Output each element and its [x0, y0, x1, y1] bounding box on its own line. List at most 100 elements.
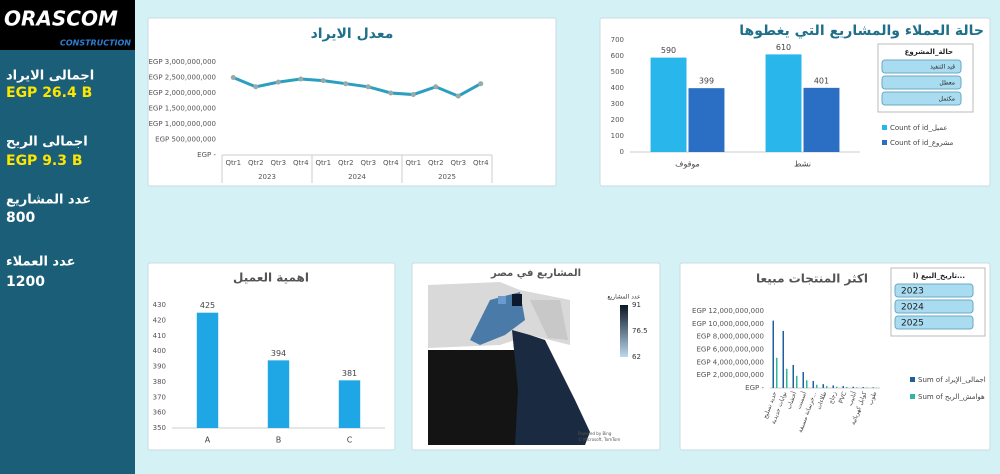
bar — [816, 384, 818, 388]
x-tick-label: Qtr1 — [315, 159, 331, 167]
bar — [822, 384, 824, 388]
slicer-item-label[interactable]: 2024 — [901, 303, 924, 313]
y-tick-label: 430 — [153, 301, 166, 309]
y-tick-label: EGP - — [745, 384, 764, 392]
bar — [856, 387, 858, 388]
bar — [776, 357, 778, 388]
x-tick-label: Qtr4 — [383, 159, 399, 167]
bar — [862, 387, 864, 388]
slicer-item-label[interactable]: 2023 — [901, 287, 924, 297]
legend-swatch — [910, 377, 915, 382]
slicer-item-label[interactable]: مكتمل — [939, 96, 955, 103]
data-label: 394 — [271, 349, 286, 358]
x-tick-label: A — [205, 436, 211, 445]
kpi-label: عدد المشاريع — [6, 193, 91, 208]
sidebar — [0, 0, 135, 474]
x-tick-label: Qtr3 — [270, 159, 286, 167]
kpi-value: 1200 — [6, 274, 45, 290]
y-tick-label: 0 — [620, 148, 624, 156]
chart-title: اكثر المنتجات مبيعا — [756, 272, 868, 286]
slicer-item[interactable] — [881, 75, 962, 90]
line-point — [410, 92, 416, 98]
y-tick-label: EGP 10,000,000,000 — [692, 320, 764, 328]
kpi-label: اجمالى الايراد — [6, 69, 94, 84]
chart-title: معدل الايراد — [311, 26, 394, 42]
y-tick-label: 600 — [611, 52, 624, 60]
x-group-label: 2024 — [348, 173, 366, 181]
bar — [836, 386, 838, 388]
legend-label: Sum of اجمالى_الإيراد — [918, 376, 986, 384]
slicer-item[interactable] — [894, 283, 974, 298]
x-tick-label: Qtr4 — [293, 159, 309, 167]
legend-label: Sum of هوامش_الربح — [918, 393, 985, 401]
y-tick-label: 200 — [611, 116, 624, 124]
slicer-item-label[interactable]: قيد التنفيذ — [930, 64, 955, 71]
x-tick-label: Qtr3 — [450, 159, 466, 167]
slicer-item[interactable] — [881, 91, 962, 106]
legend-swatch — [882, 140, 887, 145]
x-tick-label: موقوف — [675, 160, 700, 169]
y-tick-label: EGP 2,000,000,000 — [696, 371, 764, 379]
x-tick-label: طوب — [867, 391, 878, 406]
x-tick-label: Qtr2 — [248, 159, 264, 167]
bar — [846, 387, 848, 388]
y-tick-label: 360 — [153, 409, 166, 417]
kpi-value: 800 — [6, 210, 35, 226]
bar — [765, 54, 802, 152]
y-tick-label: EGP 12,000,000,000 — [692, 307, 764, 315]
bar — [826, 386, 828, 388]
kpi-label: عدد العملاء — [6, 255, 76, 270]
bar — [196, 312, 219, 428]
slicer-item[interactable] — [894, 299, 974, 314]
kpi-value: EGP 9.3 B — [6, 153, 83, 169]
colorbar-tick: 76.5 — [632, 327, 648, 335]
legend-label: Count of id_مشروع — [890, 139, 954, 147]
bar — [782, 330, 784, 388]
slicer-item-label[interactable]: 2025 — [901, 319, 924, 329]
x-tick-label: Qtr2 — [428, 159, 444, 167]
slicer-item-label[interactable]: معطل — [939, 80, 955, 87]
chart-title: اهمية العميل — [233, 271, 309, 285]
line-point — [253, 84, 259, 90]
x-tick-label: نشط — [794, 160, 811, 169]
kpi-label: اجمالى الربح — [6, 135, 88, 150]
bar — [872, 387, 874, 388]
bar — [852, 386, 854, 388]
bar — [772, 320, 774, 388]
y-tick-label: 370 — [153, 393, 166, 401]
slicer-item[interactable] — [894, 315, 974, 330]
y-tick-label: EGP 6,000,000,000 — [696, 346, 764, 354]
data-label: 381 — [342, 369, 357, 378]
bar — [688, 88, 725, 152]
y-tick-label: 500 — [611, 68, 624, 76]
line-point — [298, 76, 304, 82]
line-point — [478, 81, 484, 87]
map-east — [512, 330, 590, 445]
x-tick-label: Qtr4 — [473, 159, 489, 167]
map-sinai — [530, 300, 568, 340]
line-point — [275, 79, 281, 85]
bar — [267, 360, 290, 428]
slicer-item[interactable] — [881, 59, 962, 74]
x-tick-label: C — [347, 436, 353, 445]
x-tick-label: Qtr1 — [405, 159, 421, 167]
y-tick-label: 400 — [611, 84, 624, 92]
bar — [802, 371, 804, 388]
map-credit: Powered by Bing — [578, 431, 612, 436]
slicer-title: تاريخ_البيع (ا... — [913, 272, 965, 280]
x-tick-label: Qtr2 — [338, 159, 354, 167]
x-tick-label: B — [276, 436, 282, 445]
y-tick-label: 400 — [153, 347, 166, 355]
line-point — [230, 75, 236, 80]
x-group-label: 2023 — [258, 173, 276, 181]
y-tick-label: 700 — [611, 36, 624, 44]
y-tick-label: EGP 4,000,000,000 — [696, 358, 764, 366]
colorbar — [620, 305, 628, 357]
logo-sub: CONSTRUCTION — [60, 39, 131, 48]
chart-title: المشاريع في مصر — [490, 268, 581, 279]
line-point — [455, 93, 461, 99]
line-point — [343, 81, 349, 87]
slicer-title: حالة_المشروع — [905, 48, 953, 56]
map-credit: © Microsoft, TomTom — [578, 437, 620, 442]
